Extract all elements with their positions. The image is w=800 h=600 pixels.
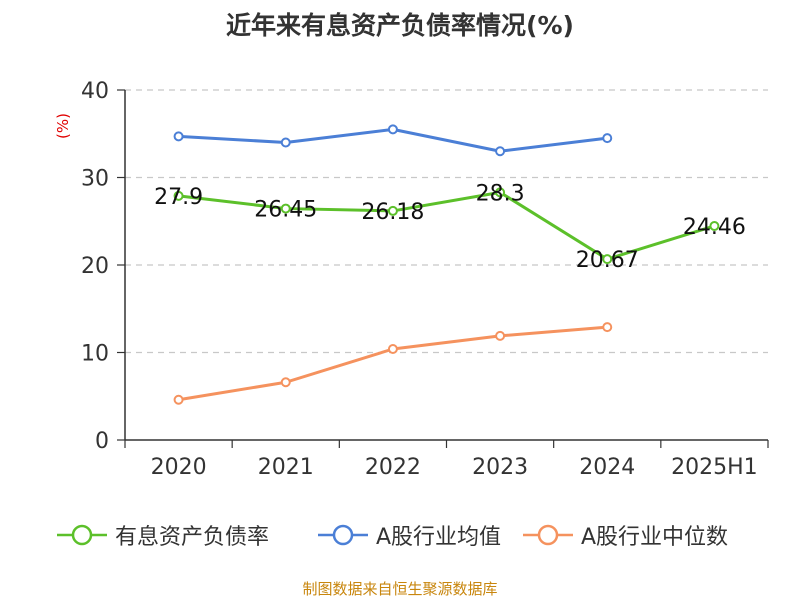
series-line <box>178 325 608 402</box>
data-point[interactable] <box>173 394 184 405</box>
data-point[interactable] <box>602 322 613 333</box>
data-point[interactable] <box>280 377 291 388</box>
data-label: 26.45 <box>254 198 317 223</box>
data-point[interactable] <box>602 254 613 265</box>
legend-item-industry-average[interactable]: A股行业均值 <box>318 520 501 550</box>
x-tick-label: 2021 <box>258 455 314 480</box>
data-label: 28.3 <box>476 181 525 206</box>
y-tick-label: 40 <box>81 79 109 104</box>
series-lines <box>173 124 720 405</box>
data-point[interactable] <box>173 131 184 142</box>
y-tick-label: 10 <box>81 342 109 367</box>
legend-line-circle-icon <box>57 524 107 546</box>
y-tick-label: 0 <box>95 429 109 454</box>
chart-title: 近年来有息资产负债率情况(%) <box>226 11 574 40</box>
grid-lines <box>125 89 768 354</box>
data-label: 26.18 <box>361 200 424 225</box>
legend-item-interest-bearing-debt-ratio[interactable]: 有息资产负债率 <box>57 520 269 550</box>
x-tick-label: 2020 <box>151 455 207 480</box>
x-tick-label: 2025H1 <box>671 455 758 480</box>
data-source-note: 制图数据来自恒生聚源数据库 <box>302 580 498 598</box>
data-label: 27.9 <box>154 185 203 210</box>
data-point[interactable] <box>495 146 506 157</box>
data-label: 20.67 <box>576 248 639 273</box>
y-axis-unit-label: (%) <box>54 113 72 139</box>
data-point[interactable] <box>495 187 506 198</box>
data-point[interactable] <box>387 205 398 216</box>
data-labels: 27.9 26.45 26.18 28.3 20.67 24.46 <box>154 181 746 273</box>
legend-label: 有息资产负债率 <box>115 525 270 550</box>
x-tick-label: 2023 <box>472 455 528 480</box>
data-point[interactable] <box>709 220 720 231</box>
data-point[interactable] <box>280 203 291 214</box>
data-point[interactable] <box>602 133 613 144</box>
legend-line-circle-icon <box>523 524 573 546</box>
legend-line-circle-icon <box>318 524 368 546</box>
legend-label: A股行业中位数 <box>581 525 729 550</box>
data-point[interactable] <box>173 190 184 201</box>
series-line <box>178 190 715 261</box>
legend-label: A股行业均值 <box>376 525 502 550</box>
data-point[interactable] <box>387 124 398 135</box>
legend-item-industry-median[interactable]: A股行业中位数 <box>523 520 728 550</box>
data-point[interactable] <box>280 137 291 148</box>
x-tick-label: 2022 <box>365 455 421 480</box>
data-point[interactable] <box>387 344 398 354</box>
x-tick-label: 2024 <box>579 455 635 480</box>
y-tick-label: 20 <box>81 254 109 279</box>
axes: 0 10 20 30 40 2020 2021 2022 2023 2024 2025H1 (%) <box>54 79 769 480</box>
data-point[interactable] <box>495 330 506 341</box>
y-tick-label: 30 <box>81 167 109 192</box>
data-label: 24.46 <box>683 215 746 240</box>
